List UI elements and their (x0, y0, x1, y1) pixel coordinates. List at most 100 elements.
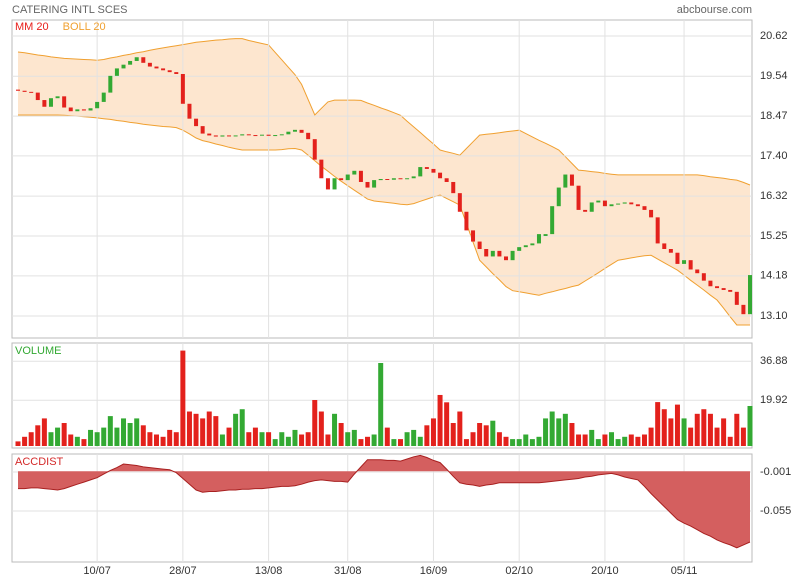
candle-body (62, 96, 67, 108)
candle-body (721, 288, 726, 290)
candle-body (477, 241, 482, 250)
volume-bar (160, 436, 166, 446)
volume-bar (549, 411, 555, 446)
y-tick-label: 17.40 (760, 150, 788, 162)
candle-body (180, 73, 185, 104)
volume-bar (589, 429, 595, 446)
candle-body (734, 291, 739, 305)
candle-body (345, 174, 350, 181)
candle-body (616, 203, 621, 205)
candle-body (266, 134, 271, 136)
candle-body (213, 135, 218, 137)
candle-body (88, 108, 93, 111)
labels: 13.10 14.18 15.25 16.32 17.40 18.47 19.54 20.62… (15, 21, 791, 577)
band-lower (18, 114, 750, 326)
volume-bar (68, 434, 74, 446)
candle-body (569, 174, 574, 186)
area-fill (18, 455, 750, 548)
volume-bar (694, 413, 700, 446)
area-line (18, 454, 751, 549)
candle-body (596, 200, 601, 203)
volume-bar (457, 411, 463, 446)
volume-bar (180, 350, 186, 446)
candle-body (200, 126, 205, 134)
back (17, 38, 751, 326)
candle-body (682, 260, 687, 264)
candle-body (411, 176, 416, 179)
candle-body (128, 60, 133, 65)
candle-body (688, 260, 693, 270)
candle-body (207, 133, 212, 136)
candle-body (299, 129, 304, 133)
y-tick-label: 16.32 (760, 190, 788, 202)
volume-bar (562, 413, 568, 446)
volume-bar (569, 423, 575, 446)
candle-body (431, 168, 436, 173)
candle-body (194, 118, 199, 127)
candle-body (187, 103, 192, 119)
candle-body (471, 230, 476, 242)
volume-bar (371, 434, 377, 446)
candle-body (121, 64, 126, 69)
volume-bar (285, 436, 291, 446)
volume-bar (35, 425, 41, 446)
volume-bar (94, 432, 100, 446)
candle-body (550, 206, 555, 235)
volume-bar (114, 427, 120, 446)
volume-bar (15, 441, 21, 446)
volume-bar (543, 418, 549, 446)
volume-bar (674, 404, 680, 446)
candle-body (227, 135, 232, 137)
candle-body (154, 66, 159, 69)
volume-bar (655, 402, 661, 446)
candle-body (629, 202, 634, 205)
candle-body (75, 109, 80, 112)
volume-bar (378, 363, 384, 446)
volume-bar (648, 427, 654, 446)
x-tick-label: 13/08 (255, 565, 283, 577)
y-tick-label: 18.47 (760, 110, 788, 122)
candle-body (675, 252, 680, 264)
candle-body (589, 202, 594, 212)
candle-body (352, 170, 357, 175)
candle-body (286, 131, 291, 135)
volume-bar (477, 423, 483, 446)
volume-bar (345, 432, 351, 446)
volume-bar (200, 418, 206, 446)
volume-bar (635, 436, 641, 446)
volume-bar (668, 418, 674, 446)
volume-bar (332, 413, 338, 446)
volume-bar (41, 418, 47, 446)
volume-bar (140, 425, 146, 446)
candle-body (438, 172, 443, 179)
candle-body (668, 249, 673, 253)
band-fill (18, 38, 750, 325)
candle-body (497, 250, 502, 257)
candle-body (536, 234, 541, 244)
volume-bar (351, 429, 357, 446)
candle-body (649, 209, 654, 218)
volume-bar (81, 439, 87, 446)
x-tick-label: 28/07 (169, 565, 197, 577)
volume-bar (536, 436, 542, 446)
volume-bar (641, 434, 647, 446)
candle-body (708, 280, 713, 287)
volume-bar (272, 439, 278, 446)
volume-bar (22, 436, 28, 446)
volume-bar (556, 418, 562, 446)
volume-bar (55, 427, 61, 446)
candle-body (510, 250, 515, 261)
y-tick-label: 13.10 (760, 310, 788, 322)
volume-bar (391, 439, 397, 446)
volume-bar (193, 413, 199, 446)
candle-body (530, 243, 535, 246)
volume-bar (595, 439, 601, 446)
candle-body (167, 70, 172, 73)
volume-bar (615, 439, 621, 446)
volume-bar (483, 425, 489, 446)
volume-bar (279, 432, 285, 446)
volume-bar (167, 429, 173, 446)
candle-body (444, 178, 449, 182)
candle-body (464, 211, 469, 231)
x-tick-label: 10/07 (83, 565, 111, 577)
